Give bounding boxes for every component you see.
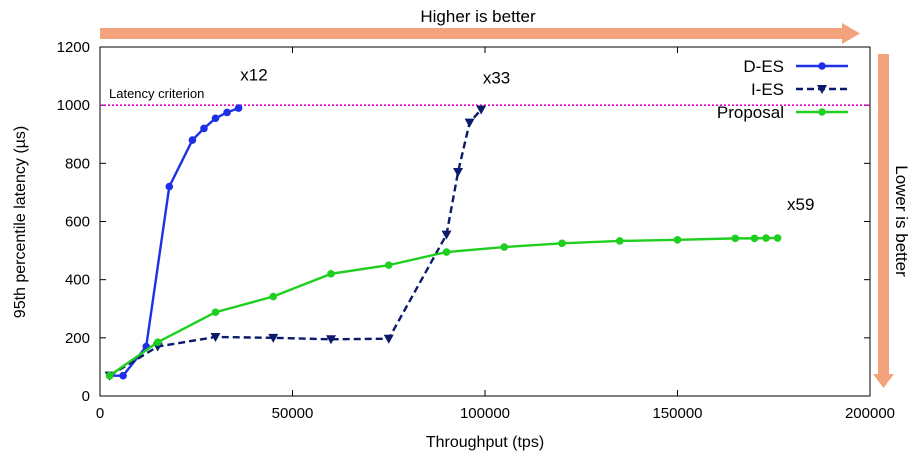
- point-i-es: [383, 334, 394, 344]
- legend-marker-d-es: [818, 62, 826, 70]
- point-proposal: [269, 292, 278, 301]
- higher-is-better-label: Higher is better: [420, 7, 536, 26]
- legend-marker-i-es: [817, 85, 827, 94]
- point-i-es: [453, 168, 464, 178]
- point-d-es: [223, 108, 231, 117]
- annotation-x59: x59: [787, 195, 814, 214]
- series-layer: [104, 104, 782, 381]
- point-proposal: [773, 234, 782, 242]
- legend-label-i-es: I-ES: [751, 80, 784, 99]
- point-i-es: [476, 105, 487, 115]
- series-line-i-es: [109, 108, 483, 377]
- point-proposal: [750, 234, 759, 243]
- y-tick-label: 1200: [57, 39, 90, 56]
- lower-is-better-arrow-body: [878, 54, 889, 374]
- point-proposal: [673, 236, 682, 244]
- higher-is-better-arrow: Higher is better: [100, 7, 860, 44]
- x-axis-title: Throughput (tps): [426, 434, 544, 451]
- y-axis-title: 95th percentile latency (µs): [12, 126, 29, 318]
- legend: D-ES I-ES Proposal: [717, 57, 848, 122]
- plot-frame: [99, 46, 871, 397]
- x-tick-label: 100000: [460, 405, 510, 422]
- point-i-es: [268, 333, 279, 343]
- point-d-es: [119, 371, 127, 380]
- point-i-es: [326, 335, 336, 345]
- point-proposal: [105, 371, 114, 380]
- annotation-x33: x33: [483, 68, 510, 87]
- lower-is-better-label: Lower is better: [892, 165, 911, 277]
- point-d-es: [234, 104, 243, 112]
- higher-is-better-arrow-head: [842, 23, 860, 44]
- point-proposal: [153, 338, 162, 346]
- point-d-es: [188, 136, 197, 144]
- series-line-proposal: [108, 236, 778, 377]
- legend-label-proposal: Proposal: [717, 103, 784, 122]
- y-tick-label: 400: [65, 272, 90, 289]
- axis-ticks: 0 50000 100000 150000 200000 0 200 400 600 800 100…: [57, 39, 895, 422]
- point-i-es: [464, 118, 475, 128]
- latency-criterion: Latency criterion: [100, 86, 870, 106]
- y-tick-label: 200: [65, 330, 90, 347]
- x-tick-label: 50000: [272, 405, 314, 422]
- point-proposal: [211, 308, 220, 317]
- point-d-es: [200, 124, 208, 133]
- y-tick-label: 600: [65, 214, 90, 231]
- point-d-es: [165, 182, 174, 191]
- point-proposal: [762, 234, 770, 242]
- annotation-x12: x12: [240, 65, 267, 84]
- y-tick-label: 0: [82, 388, 90, 405]
- point-proposal: [615, 237, 624, 245]
- series-line-d-es: [109, 106, 240, 377]
- x-tick-label: 0: [96, 405, 104, 422]
- point-proposal: [731, 234, 740, 243]
- point-i-es: [210, 332, 221, 342]
- point-proposal: [558, 239, 566, 248]
- legend-label-d-es: D-ES: [743, 57, 784, 76]
- point-proposal: [384, 261, 393, 269]
- point-proposal: [442, 248, 451, 256]
- point-d-es: [211, 114, 220, 123]
- y-tick-label: 1000: [57, 97, 90, 114]
- annotations-layer: x12 x33 x59: [240, 65, 814, 213]
- point-proposal: [327, 270, 335, 278]
- point-proposal: [500, 243, 509, 251]
- higher-is-better-arrow-body: [100, 28, 842, 39]
- y-tick-label: 800: [65, 155, 90, 172]
- point-i-es: [441, 230, 452, 240]
- x-tick-label: 200000: [845, 405, 895, 422]
- lower-is-better-arrow: Lower is better: [873, 54, 911, 388]
- latency-criterion-label: Latency criterion: [109, 86, 204, 101]
- legend-marker-proposal: [818, 108, 826, 116]
- lower-is-better-arrow-head: [873, 374, 894, 388]
- x-tick-label: 150000: [652, 405, 702, 422]
